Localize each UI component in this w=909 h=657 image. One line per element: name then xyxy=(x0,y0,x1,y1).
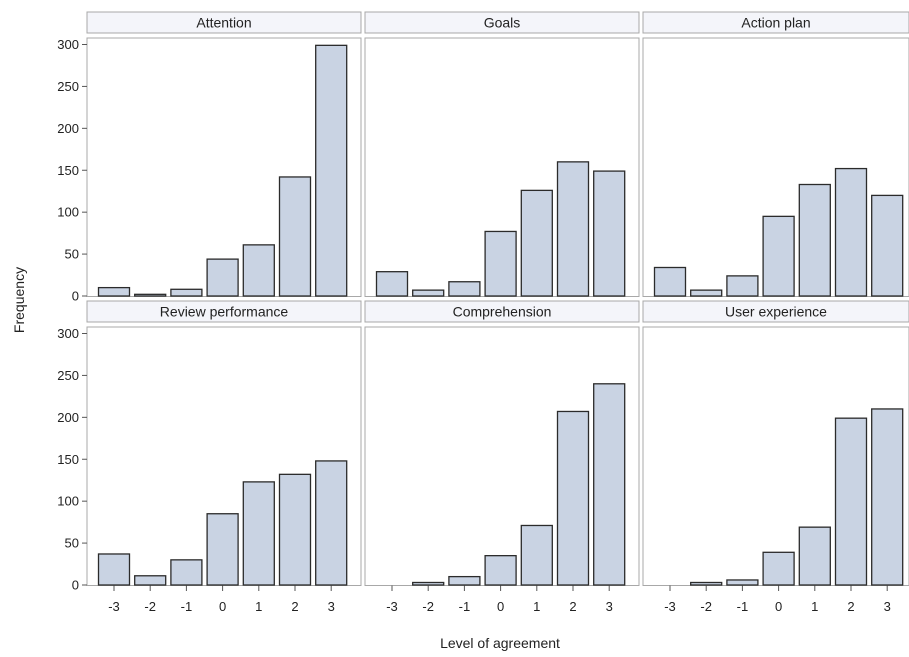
y-tick-label: 250 xyxy=(57,79,79,94)
bar-comprehension--2 xyxy=(412,581,445,586)
bar-user-experience-2 xyxy=(834,417,868,586)
bar-action-plan-3 xyxy=(871,194,904,297)
panel-attention: Attention 0 50 100 150 200 250 300 xyxy=(57,11,362,304)
bar-user-experience--2 xyxy=(690,581,723,586)
panel-review-performance: Review performance 0 50 100 150 200 250 300 -3 -2… xyxy=(57,300,362,614)
panel-title: Action plan xyxy=(741,15,810,31)
bar-user-experience-1 xyxy=(798,526,831,586)
bar-comprehension-1 xyxy=(520,524,553,586)
x-tick-label: 0 xyxy=(775,599,782,614)
bar-user-experience-3 xyxy=(871,408,904,586)
bar-attention-0 xyxy=(206,258,239,297)
bar-goals-0 xyxy=(484,230,517,297)
panel-title: User experience xyxy=(725,304,827,320)
panel-action-plan: Action plan xyxy=(642,11,909,297)
panel-header xyxy=(642,300,909,323)
bar-comprehension-0 xyxy=(484,555,517,586)
y-tick-label: 300 xyxy=(57,37,79,52)
panel-header xyxy=(364,11,640,34)
x-tick-label: 3 xyxy=(606,599,613,614)
bar-attention--2 xyxy=(134,293,167,297)
y-tick-label: 150 xyxy=(57,163,79,178)
y-tick-label: 0 xyxy=(72,289,79,304)
bar-attention-3 xyxy=(315,44,348,297)
bar-review-performance-3 xyxy=(315,460,348,586)
bar-comprehension-2 xyxy=(556,410,590,586)
x-tick-label: 0 xyxy=(497,599,504,614)
bar-action-plan-2 xyxy=(834,167,868,297)
panel-title: Comprehension xyxy=(453,304,552,320)
x-tick-label: 1 xyxy=(533,599,540,614)
x-tick-label: 2 xyxy=(291,599,298,614)
y-tick-label: 100 xyxy=(57,494,79,509)
panel-header xyxy=(86,300,362,323)
bar-goals-3 xyxy=(593,170,626,297)
bar-attention-1 xyxy=(242,244,275,297)
bar-user-experience-0 xyxy=(762,551,795,586)
y-tick-label: 200 xyxy=(57,121,79,136)
y-tick-label: 300 xyxy=(57,326,79,341)
y-tick-label: 50 xyxy=(65,247,79,262)
x-tick-label: -2 xyxy=(422,599,434,614)
x-tick-label: 3 xyxy=(328,599,335,614)
panel-header xyxy=(86,11,362,34)
bar-action-plan--3 xyxy=(653,266,687,297)
y-tick-label: 150 xyxy=(57,452,79,467)
bar-goals--1 xyxy=(448,281,481,297)
bar-goals-2 xyxy=(556,161,590,297)
panel-header xyxy=(364,300,640,323)
x-tick-label: -2 xyxy=(700,599,712,614)
x-tick-label: -3 xyxy=(664,599,676,614)
bar-action-plan--1 xyxy=(726,275,759,297)
x-tick-label: 0 xyxy=(219,599,226,614)
y-tick-label: 0 xyxy=(72,578,79,593)
bar-attention--3 xyxy=(97,286,131,297)
x-tick-label: -3 xyxy=(386,599,398,614)
bar-action-plan--2 xyxy=(690,289,723,297)
bar-attention-2 xyxy=(278,176,312,297)
bar-comprehension--1 xyxy=(448,575,481,586)
x-tick-label: 1 xyxy=(811,599,818,614)
bar-review-performance-2 xyxy=(278,473,312,586)
bar-goals--3 xyxy=(375,271,409,297)
bar-goals--2 xyxy=(412,289,445,297)
bar-review-performance--1 xyxy=(170,559,203,586)
panel-comprehension: Comprehension -3 -2 -1 0 1 2 3 xyxy=(364,300,640,614)
x-tick-label: -1 xyxy=(181,599,193,614)
x-tick-label: 2 xyxy=(569,599,576,614)
panel-plot-area xyxy=(642,326,909,586)
bar-action-plan-1 xyxy=(798,183,831,297)
bar-user-experience--1 xyxy=(726,579,759,586)
panel-header xyxy=(642,11,909,34)
panel-title: Review performance xyxy=(160,304,289,320)
x-axis-title: Level of agreement xyxy=(440,635,560,651)
x-tick-label: -1 xyxy=(737,599,749,614)
x-tick-label: 1 xyxy=(255,599,262,614)
y-tick-label: 50 xyxy=(65,536,79,551)
y-tick-label: 200 xyxy=(57,410,79,425)
bar-review-performance--3 xyxy=(97,553,131,586)
y-tick-label: 100 xyxy=(57,205,79,220)
bar-review-performance--2 xyxy=(134,575,167,586)
x-tick-label: 2 xyxy=(847,599,854,614)
y-axis-title: Frequency xyxy=(11,267,27,333)
x-tick-label: 3 xyxy=(884,599,891,614)
x-tick-label: -3 xyxy=(108,599,120,614)
x-tick-label: -2 xyxy=(144,599,156,614)
panel-user-experience: User experience -3 -2 -1 0 1 2 3 xyxy=(642,300,909,614)
bar-goals-1 xyxy=(520,189,553,297)
panel-goals: Goals xyxy=(364,11,640,297)
bar-comprehension-3 xyxy=(593,383,626,586)
y-tick-label: 250 xyxy=(57,368,79,383)
bar-review-performance-1 xyxy=(242,481,275,586)
panel-title: Attention xyxy=(196,15,251,31)
panel-title: Goals xyxy=(484,15,521,31)
bar-action-plan-0 xyxy=(762,215,795,297)
x-tick-label: -1 xyxy=(459,599,471,614)
bar-review-performance-0 xyxy=(206,513,239,586)
bar-attention--1 xyxy=(170,288,203,297)
